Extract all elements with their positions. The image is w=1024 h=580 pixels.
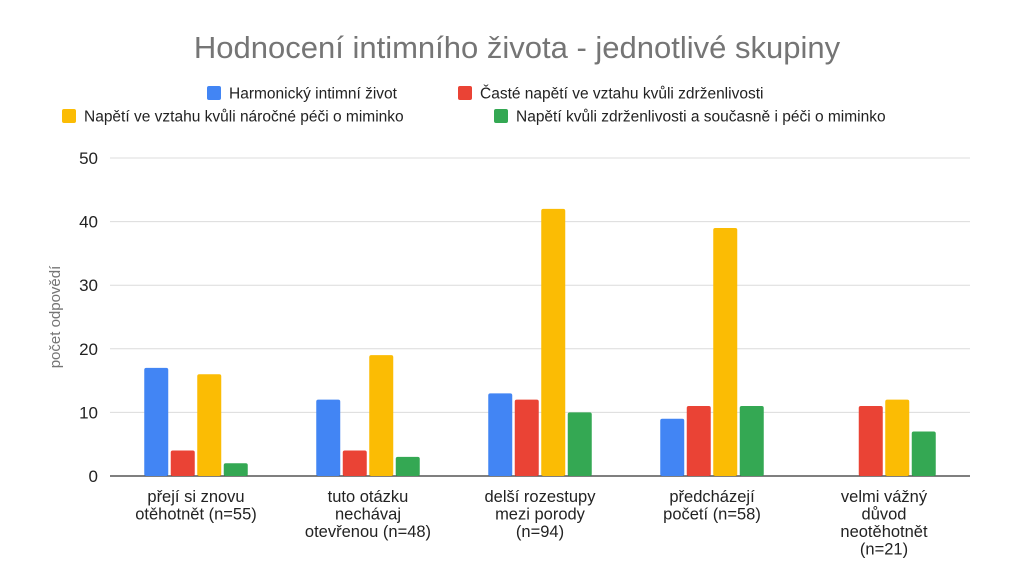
- x-tick-label: tuto otázku: [328, 488, 409, 506]
- bar: [739, 406, 764, 476]
- bars: [144, 208, 936, 476]
- x-tick-label: velmi vážný: [841, 488, 928, 506]
- legend-swatch: [458, 86, 472, 100]
- x-tick-label: neotěhotnět: [840, 523, 928, 541]
- y-tick-label: 30: [79, 276, 98, 295]
- y-tick-label: 0: [89, 467, 98, 486]
- bar: [488, 393, 513, 476]
- bar: [144, 367, 169, 476]
- x-tick-label: otěhotnět (n=55): [135, 506, 257, 524]
- legend-label: Harmonický intimní život: [229, 86, 398, 103]
- bar: [395, 456, 420, 476]
- legend-label: Napětí kvůli zdrženlivosti a současně i …: [516, 109, 886, 126]
- y-tick-label: 20: [79, 340, 98, 359]
- x-tick-label: předcházejí: [669, 488, 755, 506]
- bar: [342, 450, 367, 476]
- y-tick-label: 10: [79, 403, 98, 422]
- bar: [911, 431, 936, 476]
- legend: Harmonický intimní život Časté napětí ve …: [62, 86, 886, 126]
- bar: [885, 399, 910, 476]
- bar: [713, 227, 738, 476]
- y-tick-label: 40: [79, 213, 98, 232]
- x-tick-label: delší rozestupy: [485, 488, 597, 506]
- legend-swatch: [494, 109, 508, 123]
- bar: [858, 406, 883, 476]
- x-tick-label: důvod: [862, 506, 907, 524]
- bar: [316, 399, 341, 476]
- bar: [170, 450, 195, 476]
- chart-title: Hodnocení intimního života - jednotlivé …: [194, 30, 841, 65]
- legend-label: Časté napětí ve vztahu kvůli zdrženlivos…: [480, 86, 763, 103]
- y-tick-label: 50: [79, 149, 98, 168]
- bar: [223, 463, 248, 476]
- bar: [369, 355, 394, 476]
- legend-swatch: [207, 86, 221, 100]
- bar: [660, 418, 685, 476]
- bar: [197, 374, 222, 476]
- x-tick-label: nechávaj: [335, 506, 401, 524]
- x-tick-label: mezi porody: [495, 506, 586, 524]
- y-axis-label: počet odpovědí: [47, 265, 64, 368]
- x-tick-label: přejí si znovu: [147, 488, 244, 506]
- legend-label: Napětí ve vztahu kvůli náročné péči o mi…: [84, 109, 404, 126]
- y-axis-ticks: 0 10 20 30 40 50: [79, 149, 98, 486]
- legend-swatch: [62, 109, 76, 123]
- bar: [686, 406, 711, 476]
- bar: [514, 399, 539, 476]
- x-tick-label: otevřenou (n=48): [305, 523, 431, 541]
- x-tick-label: (n=94): [516, 523, 564, 541]
- gridlines: [110, 157, 970, 477]
- x-tick-label: početí (n=58): [663, 506, 761, 524]
- bar: [541, 208, 566, 476]
- x-tick-label: (n=21): [860, 541, 908, 559]
- bar: [567, 412, 592, 476]
